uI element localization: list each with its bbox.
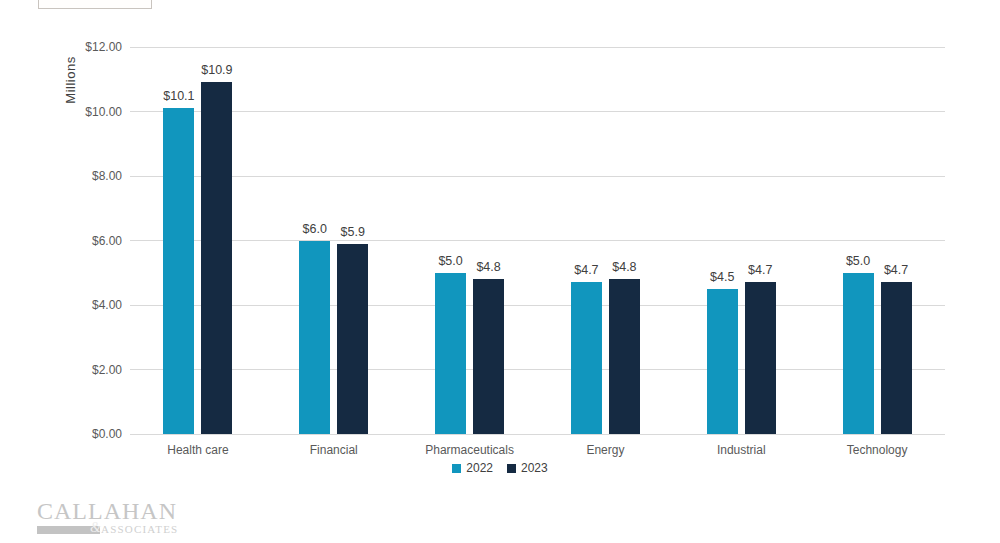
gridline-8 [130,176,945,177]
logo-callahan-text: CALLAHAN [37,499,177,523]
bar-2022-pharmaceuticals [435,273,466,434]
bar-value-label-2023-health-care: $10.9 [201,63,232,77]
bar-2023-pharmaceuticals [473,279,504,434]
legend-label-2023: 2023 [521,461,548,475]
y-axis-title: Millions [63,56,78,103]
plot-area: $0.00$2.00$4.00$6.00$8.00$10.00$12.00$10… [130,47,945,434]
y-tick-label-10: $10.00 [85,105,122,119]
gridline-4 [130,305,945,306]
logo-ampersand: & [90,520,101,536]
x-category-label-industrial: Industrial [717,443,766,457]
bar-value-label-2023-technology: $4.7 [884,263,908,277]
legend-label-2022: 2022 [466,461,493,475]
gridline-2 [130,369,945,370]
logo-associates-text: ASSOCIATES [101,523,178,535]
gridline-6 [130,240,945,241]
company-logo: CALLAHAN & ASSOCIATES [37,499,177,536]
bar-2022-health-care [163,108,194,434]
bar-2023-financial [337,244,368,434]
bar-value-label-2022-pharmaceuticals: $5.0 [438,254,462,268]
legend-swatch-2022 [452,464,461,473]
bar-2022-financial [299,241,330,435]
logo-sub-row: & ASSOCIATES [37,524,177,536]
y-tick-label-6: $6.00 [92,234,122,248]
bar-2023-technology [881,282,912,434]
bar-2022-technology [843,273,874,434]
y-tick-label-12: $12.00 [85,40,122,54]
x-category-label-energy: Energy [586,443,624,457]
y-tick-label-4: $4.00 [92,298,122,312]
bar-2023-industrial [745,282,776,434]
bar-value-label-2022-energy: $4.7 [574,263,598,277]
cropped-top-artifact [38,0,152,9]
x-category-label-technology: Technology [847,443,908,457]
y-tick-label-8: $8.00 [92,169,122,183]
bar-value-label-2023-industrial: $4.7 [748,263,772,277]
bar-value-label-2023-energy: $4.8 [612,260,636,274]
legend-item-2022: 2022 [452,461,493,475]
chart-canvas: Millions $0.00$2.00$4.00$6.00$8.00$10.00… [0,0,1000,543]
legend-swatch-2023 [507,464,516,473]
gridline-12 [130,47,945,48]
bar-2023-health-care [201,82,232,434]
gridline-10 [130,111,945,112]
bar-2022-industrial [707,289,738,434]
bar-2023-energy [609,279,640,434]
legend-item-2023: 2023 [507,461,548,475]
bar-value-label-2023-financial: $5.9 [341,225,365,239]
x-category-label-financial: Financial [310,443,358,457]
bar-2022-energy [571,282,602,434]
bar-value-label-2022-health-care: $10.1 [163,89,194,103]
bar-value-label-2022-technology: $5.0 [846,254,870,268]
x-category-label-pharmaceuticals: Pharmaceuticals [425,443,514,457]
y-tick-label-2: $2.00 [92,363,122,377]
bar-value-label-2022-industrial: $4.5 [710,270,734,284]
legend: 2022 2023 [0,461,1000,475]
bar-value-label-2023-pharmaceuticals: $4.8 [476,260,500,274]
gridline-0 [130,434,945,435]
y-tick-label-0: $0.00 [92,427,122,441]
x-category-label-health-care: Health care [167,443,228,457]
bar-value-label-2022-financial: $6.0 [303,222,327,236]
